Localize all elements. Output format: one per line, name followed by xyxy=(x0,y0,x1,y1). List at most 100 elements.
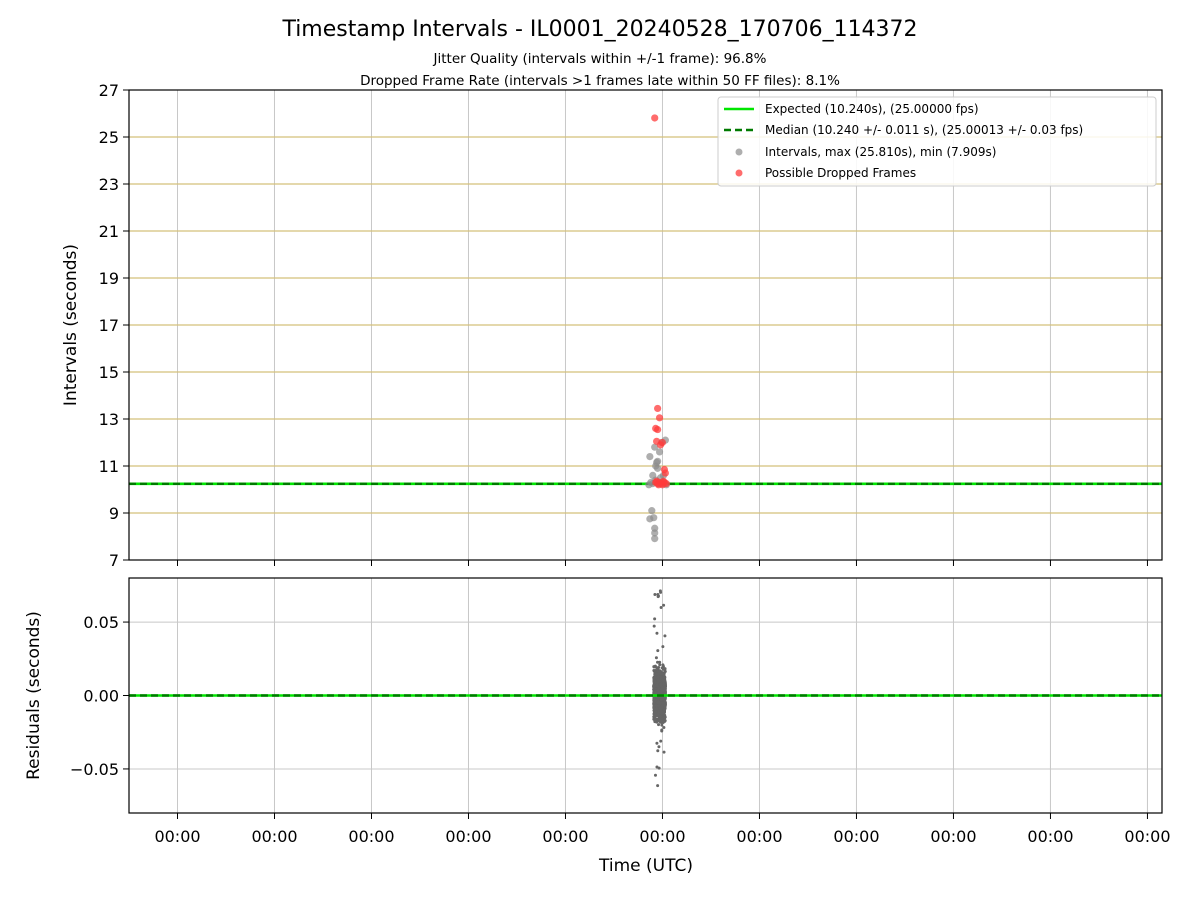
residual-point xyxy=(663,715,667,719)
legend: Expected (10.240s), (25.00000 fps) Media… xyxy=(717,96,1157,187)
x-tick-label: 00:00 xyxy=(1027,827,1073,846)
y-tick-label: 15 xyxy=(99,363,119,382)
y-tick-label: −0.05 xyxy=(70,760,119,779)
residual-point xyxy=(660,717,664,721)
x-tick-label: 00:00 xyxy=(154,827,200,846)
residual-point xyxy=(662,725,666,729)
residual-point xyxy=(663,719,667,723)
dropped-frame-point xyxy=(656,441,665,449)
residuals-points xyxy=(652,589,667,788)
residual-point xyxy=(662,708,666,712)
residual-point xyxy=(654,684,658,688)
legend-median-label: Median (10.240 +/- 0.011 s), (25.00013 +… xyxy=(765,123,1083,137)
y-tick-label: 23 xyxy=(99,175,119,194)
residual-point xyxy=(657,745,661,749)
x-tick-label: 00:00 xyxy=(348,827,394,846)
residual-point xyxy=(653,680,657,684)
residual-point xyxy=(656,667,660,671)
residual-point xyxy=(659,672,663,676)
intervals-grid xyxy=(129,90,1162,560)
y-tick-label: 9 xyxy=(109,504,119,523)
residual-point xyxy=(656,680,660,684)
residual-point xyxy=(656,676,660,680)
residual-point xyxy=(653,617,657,621)
residual-point xyxy=(656,749,660,753)
residual-point xyxy=(661,678,665,682)
chart-title: Timestamp Intervals - IL0001_20240528_17… xyxy=(281,17,917,42)
residual-point xyxy=(652,687,656,691)
x-tick-label: 00:00 xyxy=(736,827,782,846)
residual-point xyxy=(660,701,664,705)
residual-point xyxy=(653,671,657,675)
residual-point xyxy=(659,605,663,609)
legend-expected-label: Expected (10.240s), (25.00000 fps) xyxy=(765,102,979,116)
residual-point xyxy=(656,704,660,708)
residuals-y-axis-label: Residuals (seconds) xyxy=(24,611,44,780)
residual-point xyxy=(653,691,657,695)
interval-point xyxy=(653,458,661,467)
residual-point xyxy=(657,690,661,694)
residual-point xyxy=(662,750,666,754)
residual-point xyxy=(663,704,667,708)
residual-point xyxy=(652,677,656,681)
dropped-frame-point xyxy=(653,477,661,485)
y-tick-label: 21 xyxy=(99,222,119,241)
interval-point xyxy=(648,507,656,515)
residual-point xyxy=(660,697,664,701)
x-tick-label: 00:00 xyxy=(445,827,491,846)
residual-point xyxy=(661,663,665,667)
y-tick-label: 0.00 xyxy=(83,687,119,706)
residual-point xyxy=(661,682,665,686)
residual-point xyxy=(661,645,665,649)
residual-point xyxy=(659,675,663,679)
residual-point xyxy=(652,706,656,710)
residual-point xyxy=(658,663,662,667)
y-tick-label: 7 xyxy=(109,551,119,570)
residual-point xyxy=(656,678,660,682)
interval-point xyxy=(651,529,659,537)
intervals-x-ticks xyxy=(176,560,1148,566)
dropped-frame-point xyxy=(659,477,668,485)
residual-point xyxy=(653,773,657,777)
legend-intervals-marker xyxy=(735,148,743,156)
residual-point xyxy=(659,739,663,743)
residual-point xyxy=(656,672,660,676)
residual-point xyxy=(652,669,656,673)
legend-box xyxy=(717,96,1157,187)
intervals-panel: 7 9 11 13 15 17 19 21 23 25 27 Intervals (seconds)… xyxy=(61,81,1163,570)
residual-point xyxy=(652,624,656,628)
intervals-y-axis-label: Intervals (seconds) xyxy=(61,244,81,406)
dropped-frame-point xyxy=(651,114,659,122)
y-tick-label: 19 xyxy=(99,269,119,288)
residual-point xyxy=(663,669,667,673)
residual-point xyxy=(653,593,657,597)
residual-point xyxy=(654,656,658,660)
residual-point xyxy=(662,603,666,607)
interval-point xyxy=(655,448,664,456)
residual-point xyxy=(655,707,659,711)
residual-point xyxy=(655,631,659,635)
interval-point xyxy=(646,453,654,461)
x-tick-label: 00:00 xyxy=(251,827,297,846)
residual-point xyxy=(656,784,660,788)
residuals-x-ticks: 00:00 00:00 00:00 00:00 00:00 00:00 00:00 00:00… xyxy=(154,813,1171,846)
legend-intervals-label: Intervals, max (25.810s), min (7.909s) xyxy=(765,145,996,159)
x-tick-label: 00:00 xyxy=(1124,827,1170,846)
residual-point xyxy=(659,590,663,594)
residual-point xyxy=(656,712,660,716)
interval-point xyxy=(651,443,659,451)
x-axis-label: Time (UTC) xyxy=(598,856,693,876)
residual-point xyxy=(656,594,660,598)
x-tick-label: 00:00 xyxy=(542,827,588,846)
y-tick-label: 25 xyxy=(99,128,119,147)
residual-point xyxy=(658,660,662,664)
dropped-frame-point xyxy=(661,469,669,477)
residual-point xyxy=(654,698,658,702)
residual-point xyxy=(655,717,659,721)
legend-dropped-marker xyxy=(735,169,743,177)
dropped-frame-point xyxy=(654,404,662,413)
y-tick-label: 27 xyxy=(99,81,119,100)
y-tick-label: 17 xyxy=(99,316,119,335)
residuals-y-ticks: −0.05 0.00 0.05 xyxy=(70,613,129,779)
